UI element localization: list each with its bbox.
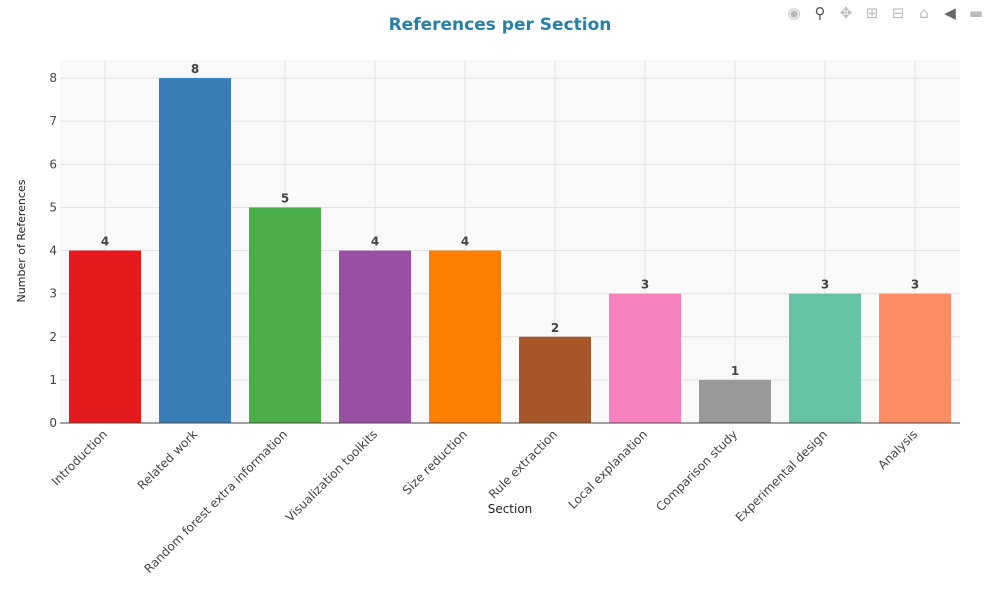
hover-closest-icon[interactable]: ◀ [944, 4, 956, 22]
chart-title: References per Section [389, 15, 612, 35]
y-tick-label: 6 [49, 157, 57, 171]
data-label: 2 [551, 321, 559, 335]
data-label: 5 [281, 191, 289, 205]
y-axis-title: Number of References [15, 179, 28, 302]
zoom-out-icon[interactable]: ⊟ [891, 4, 905, 22]
x-tick-label: Random forest extra information [141, 427, 290, 576]
bar[interactable] [339, 250, 411, 423]
data-label: 3 [821, 278, 829, 292]
zoom-in-icon[interactable]: ⊞ [865, 4, 879, 22]
x-tick-label: Visualization toolkits [283, 427, 380, 524]
x-tick-label: Introduction [49, 427, 110, 488]
hover-compare-icon[interactable]: ▬ [968, 4, 984, 22]
data-label: 3 [911, 278, 919, 292]
x-tick-label: Related work [135, 427, 200, 492]
y-tick-label: 7 [49, 114, 57, 128]
data-label: 4 [461, 235, 469, 249]
y-tick-label: 4 [49, 244, 57, 258]
bar[interactable] [699, 379, 771, 423]
zoom-icon[interactable]: ⚲ [814, 4, 826, 22]
modebar: ◉ ⚲ ✥ ⊞ ⊟ ⌂ ◀ ▬ [784, 4, 992, 22]
pan-icon[interactable]: ✥ [839, 4, 853, 22]
data-label: 4 [371, 235, 379, 249]
data-label: 1 [731, 364, 739, 378]
data-label: 4 [101, 235, 109, 249]
x-tick-label: Comparison study [653, 427, 740, 514]
y-tick-label: 8 [49, 71, 57, 85]
y-tick-label: 5 [49, 200, 57, 214]
data-label: 8 [191, 62, 199, 76]
camera-icon[interactable]: ◉ [787, 4, 801, 22]
x-tick-label: Size reduction [400, 427, 470, 497]
y-tick-label: 3 [49, 287, 57, 301]
bar[interactable] [159, 78, 231, 424]
x-tick-label: Analysis [875, 427, 920, 472]
x-axis-title: Section [488, 502, 533, 516]
x-tick-label: Rule extraction [486, 427, 560, 501]
bar[interactable] [249, 207, 321, 423]
y-tick-label: 1 [49, 373, 57, 387]
x-tick-label: Experimental design [733, 427, 830, 524]
bar[interactable] [609, 293, 681, 423]
data-label: 3 [641, 278, 649, 292]
x-tick-label: Local explanation [566, 427, 650, 511]
y-tick-label: 2 [49, 330, 57, 344]
bar[interactable] [429, 250, 501, 423]
home-icon[interactable]: ⌂ [919, 4, 929, 22]
bar[interactable] [789, 293, 861, 423]
bar[interactable] [69, 250, 141, 423]
bar[interactable] [519, 336, 591, 423]
y-tick-label: 0 [49, 416, 57, 430]
bar[interactable] [879, 293, 951, 423]
